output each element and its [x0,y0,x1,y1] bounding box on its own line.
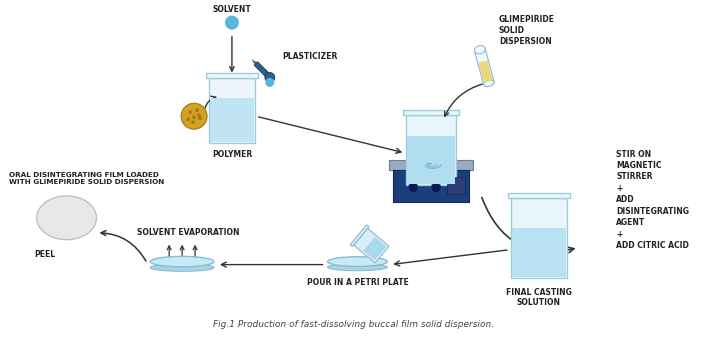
Text: POUR IN A PETRI PLATE: POUR IN A PETRI PLATE [306,278,408,286]
Polygon shape [403,110,459,115]
Circle shape [189,111,192,114]
Text: Fig.1 Production of fast-dissolving buccal film solid dispersion.: Fig.1 Production of fast-dissolving bucc… [213,320,494,329]
Text: POLYMER: POLYMER [212,150,252,159]
Polygon shape [393,170,469,202]
Circle shape [199,116,202,120]
Polygon shape [206,73,258,79]
Text: GLIMEPIRIDE
SOLID
DISPERSION: GLIMEPIRIDE SOLID DISPERSION [499,15,555,46]
Ellipse shape [328,257,387,267]
Text: SOLVENT EVAPORATION: SOLVENT EVAPORATION [137,228,240,237]
Circle shape [408,183,418,193]
Ellipse shape [265,72,275,83]
Polygon shape [364,237,386,260]
Circle shape [195,109,199,112]
Polygon shape [209,79,255,143]
Text: STIR ON
MAGNETIC
STIRRER
+
ADD
DISINTEGRATING
AGENT
+
ADD CITRIC ACID: STIR ON MAGNETIC STIRRER + ADD DISINTEGR… [616,150,689,250]
Circle shape [186,117,190,121]
Polygon shape [252,59,257,64]
Polygon shape [210,98,254,142]
Polygon shape [510,198,566,278]
Polygon shape [267,82,273,87]
Ellipse shape [37,196,96,240]
Polygon shape [474,48,494,85]
Polygon shape [354,228,389,263]
Circle shape [191,120,195,124]
Polygon shape [406,115,456,185]
Polygon shape [447,177,465,194]
Polygon shape [479,60,493,83]
Polygon shape [350,225,369,247]
Ellipse shape [150,264,214,271]
Ellipse shape [150,256,214,267]
Ellipse shape [484,80,494,87]
Circle shape [197,114,201,117]
Ellipse shape [474,45,485,54]
Text: PEEL: PEEL [34,250,55,259]
Polygon shape [227,23,237,30]
Text: FINAL CASTING
SOLUTION: FINAL CASTING SOLUTION [506,287,571,307]
Polygon shape [508,193,569,198]
Polygon shape [512,228,566,277]
Polygon shape [407,136,455,184]
Polygon shape [389,160,473,170]
Circle shape [225,16,239,30]
Circle shape [192,115,196,119]
Circle shape [431,183,441,193]
Circle shape [181,103,207,129]
Polygon shape [254,62,272,79]
Text: SOLVENT: SOLVENT [213,5,251,13]
Ellipse shape [328,264,387,271]
Text: ORAL DISINTEGRATING FILM LOADED
WITH GLIMEPIRIDE SOLID DISPERSION: ORAL DISINTEGRATING FILM LOADED WITH GLI… [9,172,164,185]
Circle shape [265,78,274,87]
Text: PLASTICIZER: PLASTICIZER [283,52,338,61]
